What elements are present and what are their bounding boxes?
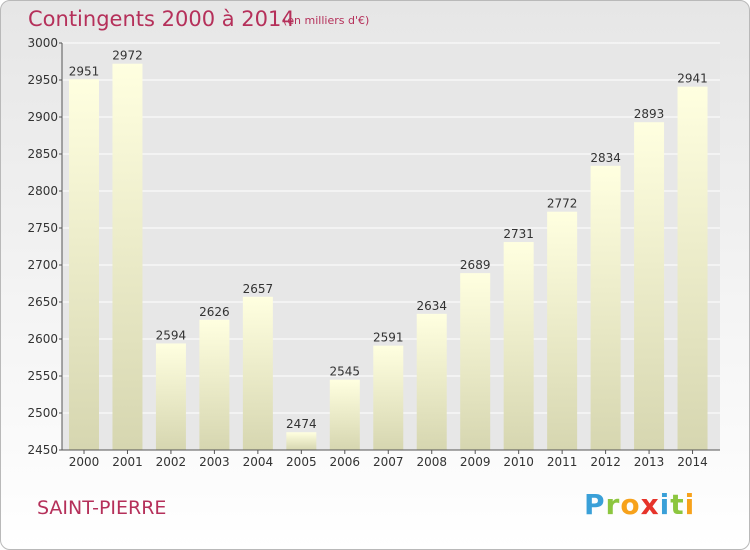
commune-name: SAINT-PIERRE bbox=[37, 497, 167, 519]
bar bbox=[199, 319, 230, 450]
data-label: 2657 bbox=[243, 282, 274, 296]
x-tick-label: 2002 bbox=[156, 455, 187, 469]
brand-letter: r bbox=[605, 488, 621, 521]
data-label: 2951 bbox=[69, 64, 100, 78]
brand-letter: i bbox=[684, 488, 696, 521]
x-tick-label: 2001 bbox=[112, 455, 143, 469]
bar bbox=[329, 379, 360, 450]
data-label: 2893 bbox=[634, 107, 665, 121]
x-tick-label: 2008 bbox=[416, 455, 447, 469]
bar bbox=[286, 432, 317, 450]
data-label: 2689 bbox=[460, 258, 491, 272]
x-tick-label: 2011 bbox=[547, 455, 578, 469]
data-label: 2834 bbox=[590, 151, 621, 165]
bar bbox=[242, 296, 273, 450]
bar bbox=[634, 122, 665, 451]
bar bbox=[112, 63, 143, 450]
x-tick-label: 2004 bbox=[243, 455, 274, 469]
x-tick-label: 2012 bbox=[590, 455, 621, 469]
y-tick-label: 2550 bbox=[27, 369, 58, 383]
data-label: 2634 bbox=[416, 299, 447, 313]
brand-letter: P bbox=[584, 488, 606, 521]
y-tick-label: 2850 bbox=[27, 147, 58, 161]
brand-logo[interactable]: Proxiti bbox=[584, 488, 695, 521]
x-tick-label: 2000 bbox=[69, 455, 100, 469]
data-label: 2474 bbox=[286, 417, 317, 431]
bar bbox=[416, 313, 447, 450]
y-tick-label: 2600 bbox=[27, 332, 58, 346]
y-tick-label: 2800 bbox=[27, 184, 58, 198]
x-tick-label: 2013 bbox=[634, 455, 665, 469]
bar bbox=[677, 86, 708, 450]
y-tick-label: 2650 bbox=[27, 295, 58, 309]
y-tick-label: 2450 bbox=[27, 443, 58, 457]
x-tick-label: 2014 bbox=[677, 455, 708, 469]
data-label: 2594 bbox=[156, 328, 187, 342]
bar bbox=[503, 242, 534, 450]
bar bbox=[373, 345, 404, 450]
y-tick-label: 2500 bbox=[27, 406, 58, 420]
bar bbox=[69, 79, 99, 450]
bar bbox=[460, 273, 491, 450]
y-tick-label: 2700 bbox=[27, 258, 58, 272]
data-label: 2626 bbox=[199, 305, 230, 319]
x-tick-label: 2005 bbox=[286, 455, 317, 469]
bar bbox=[547, 211, 578, 450]
bars bbox=[69, 63, 708, 451]
y-tick-label: 2900 bbox=[27, 110, 58, 124]
axes bbox=[59, 42, 720, 454]
chart-title: Contingents 2000 à 2014 bbox=[28, 7, 295, 31]
x-tick-label: 2009 bbox=[460, 455, 491, 469]
brand-letter: i bbox=[659, 488, 671, 521]
x-tick-label: 2006 bbox=[330, 455, 361, 469]
labels: 2450 2500 2550 2600 2650 2700 2750 2800 2850 2900… bbox=[27, 36, 707, 469]
x-tick-label: 2003 bbox=[199, 455, 230, 469]
brand-letter: t bbox=[670, 488, 685, 521]
y-tick-label: 2950 bbox=[27, 73, 58, 87]
bar bbox=[155, 343, 186, 450]
x-tick-label: 2010 bbox=[503, 455, 534, 469]
data-label: 2941 bbox=[677, 72, 708, 86]
y-tick-label: 2750 bbox=[27, 221, 58, 235]
brand-letter: o bbox=[620, 488, 641, 521]
data-label: 2772 bbox=[547, 197, 578, 211]
brand-letter: x bbox=[640, 488, 660, 521]
chart-subtitle: (en milliers d'€) bbox=[283, 14, 370, 27]
data-label: 2545 bbox=[330, 365, 361, 379]
y-tick-label: 3000 bbox=[27, 36, 58, 50]
data-label: 2731 bbox=[503, 227, 534, 241]
data-label: 2591 bbox=[373, 331, 404, 345]
x-tick-label: 2007 bbox=[373, 455, 404, 469]
data-label: 2972 bbox=[112, 49, 143, 63]
bar bbox=[590, 165, 621, 450]
